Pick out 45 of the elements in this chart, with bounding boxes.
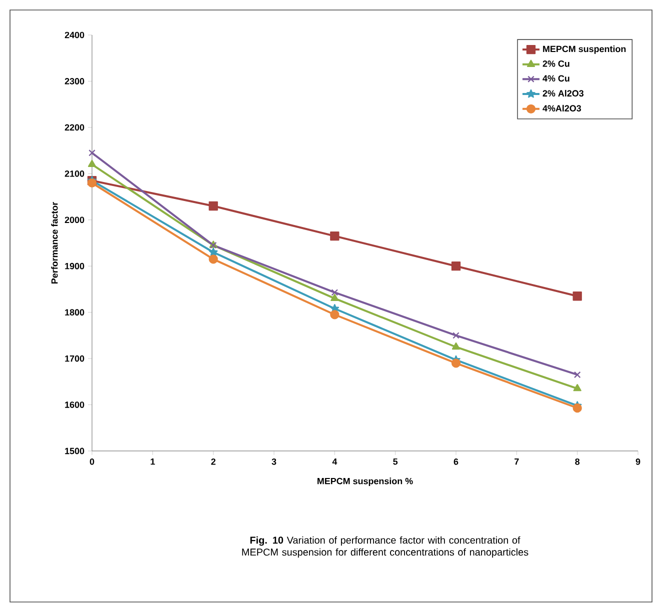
point (572, 403, 582, 413)
x-tick-label: 0 (90, 458, 94, 465)
point (572, 292, 582, 301)
x-tick-label: 4 (332, 458, 338, 465)
y-tick-label: 2200 (64, 124, 84, 131)
point (330, 231, 340, 241)
x-tick-label: 5 (393, 458, 398, 465)
x-tick-label: 3 (272, 458, 276, 465)
legend-label: 2% Cu (542, 60, 570, 67)
point (451, 262, 461, 271)
y-axis-title: Performance factor (51, 202, 58, 284)
point (331, 289, 338, 296)
point (88, 160, 96, 168)
y-tick-label: 1600 (65, 402, 84, 408)
y-tick-label: 1500 (65, 448, 84, 454)
x-tick-label: 6 (454, 458, 458, 465)
y-tick-label: 2100 (64, 170, 84, 177)
y-tick-label: 1700 (65, 355, 84, 362)
y-tick-label: 2300 (64, 78, 84, 84)
y-tick-label: 2400 (64, 32, 84, 38)
x-tick-label: 1 (150, 458, 155, 465)
x-axis-title: MEPCM suspension % (318, 478, 413, 486)
text: Fig. 10 Variation of performance factor with concentration of MEPCM suspension for different concentrations of nanoparticles (242, 536, 528, 558)
point (452, 332, 460, 339)
legend-label: 2% Al2O3 (542, 90, 584, 97)
legend-label: 4% Cu (542, 75, 570, 82)
x-tick-label: 7 (514, 458, 519, 465)
point (451, 358, 461, 368)
y-tick-label: 1800 (65, 309, 84, 316)
point (573, 384, 582, 392)
point (208, 248, 218, 256)
point (330, 294, 339, 302)
legend-label: MEPCM suspention (543, 46, 626, 54)
y-tick-label: 1900 (65, 262, 84, 270)
x-tick-label: 9 (636, 458, 640, 465)
point (330, 310, 340, 320)
point (452, 342, 460, 350)
y-tick-label: 2000 (64, 216, 84, 224)
point (208, 201, 218, 211)
x-tick-label: 2 (211, 458, 216, 465)
point (574, 371, 581, 378)
point (208, 254, 218, 264)
legend-label: 4%Al2O3 (542, 104, 582, 112)
point (88, 149, 96, 156)
x-tick-label: 8 (575, 458, 580, 465)
